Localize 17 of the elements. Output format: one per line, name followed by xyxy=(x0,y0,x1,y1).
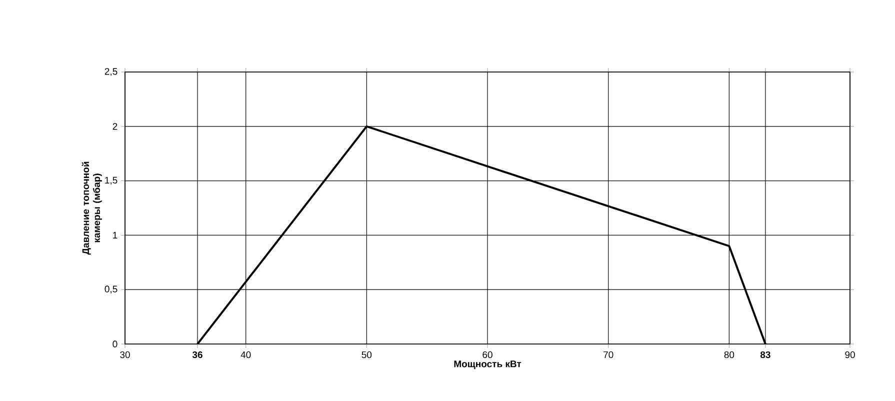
y-tick-label: 2 xyxy=(112,123,118,130)
x-tick-label: 50 xyxy=(362,351,372,358)
x-tick-label: 36 xyxy=(192,351,202,358)
y-tick-label: 2,5 xyxy=(104,68,118,76)
x-tick-label: 60 xyxy=(482,351,492,358)
x-tick-label: 80 xyxy=(724,351,734,358)
y-tick-label: 0,5 xyxy=(104,286,118,294)
x-tick-label: 30 xyxy=(120,351,130,358)
y-tick-label: 1,5 xyxy=(105,176,118,185)
x-tick-label: 70 xyxy=(604,351,614,358)
x-tick-label: 83 xyxy=(760,351,770,358)
x-tick-label: 40 xyxy=(240,351,251,358)
y-tick-label: 0 xyxy=(112,340,118,348)
y-axis-title: Давление топочной камеры (мбар) xyxy=(82,162,102,255)
x-tick-label: 90 xyxy=(845,351,855,358)
y-tick-label: 1 xyxy=(113,232,118,238)
x-axis-title: Мощность кВт xyxy=(454,360,522,370)
